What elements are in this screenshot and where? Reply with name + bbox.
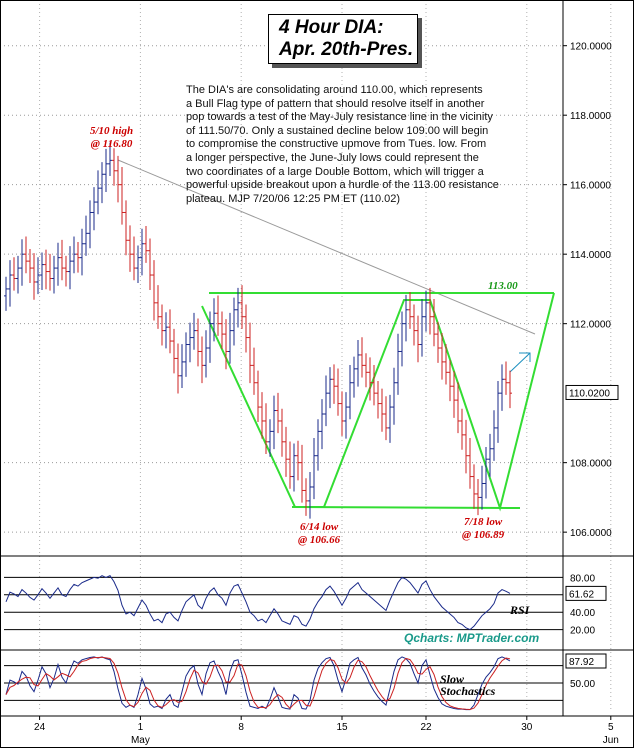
date-tick-label: 1 <box>138 722 144 733</box>
source-watermark: Qcharts: MPTrader.com <box>404 631 540 645</box>
price-candles <box>4 142 512 519</box>
rsi-tick-label: 40.00 <box>570 608 595 619</box>
price-tick-label: 116.0000 <box>570 181 611 192</box>
title-line-2: Apr. 20th-Pres. <box>279 39 414 60</box>
stochastics-label: Slow Stochastics <box>440 672 496 698</box>
high-annotation: 5/10 high @ 116.80 <box>90 125 134 150</box>
price-tick-label: 112.0000 <box>570 320 611 331</box>
resistance-annotation: 113.00 <box>488 280 518 292</box>
rsi-last-label: 61.62 <box>569 589 594 600</box>
rsi-tick-label: 20.00 <box>570 626 595 637</box>
date-tick-label: 8 <box>238 722 244 733</box>
stoch-k-line <box>5 656 511 711</box>
price-tick-label: 114.0000 <box>570 250 611 261</box>
date-tick-label: 5 <box>608 722 614 733</box>
stoch-tick-label: 50.00 <box>570 679 595 690</box>
stoch-d-line <box>5 656 511 710</box>
rsi-series-line <box>5 575 511 631</box>
price-tick-label: 118.0000 <box>570 111 611 122</box>
title-line-1: 4 Hour DIA: <box>279 17 384 38</box>
rsi-tick-label: 80.00 <box>570 573 595 584</box>
price-tick-label: 106.0000 <box>570 528 612 539</box>
double-bottom-w-pattern <box>201 292 555 512</box>
date-tick-label: 22 <box>420 722 432 733</box>
price-tick-label: 120.0000 <box>570 42 612 53</box>
date-tick-label: 15 <box>336 722 348 733</box>
stochastics-panel: 50.00 87.92 <box>4 653 607 711</box>
last-price-box <box>565 384 619 400</box>
rsi-panel: 80.00 40.00 20.00 61.62 <box>4 573 607 637</box>
analyst-commentary: The DIA's are consolidating around 110.0… <box>186 84 499 205</box>
pattern-lines <box>117 159 555 512</box>
chart-title: 4 Hour DIA: Apr. 20th-Pres. <box>268 14 418 64</box>
stoch-last-box <box>565 653 607 669</box>
date-tick-label: 30 <box>521 722 533 733</box>
projection-arrow-shaft <box>509 352 531 373</box>
rsi-label: RSI <box>510 603 530 617</box>
stoch-last-label: 87.92 <box>569 657 594 668</box>
last-price-label: 110.0200 <box>569 388 610 399</box>
projection-arrow-head <box>519 352 531 362</box>
month-label: Jun <box>603 735 619 746</box>
month-label: May <box>131 735 150 746</box>
support-line <box>291 506 521 509</box>
rsi-last-box <box>565 585 607 601</box>
june-low-annotation: 6/14 low @ 106.66 <box>298 521 341 546</box>
july-low-annotation: 7/18 low @ 106.89 <box>462 516 505 541</box>
date-tick-label: 24 <box>34 722 46 733</box>
price-tick-label: 108.0000 <box>570 459 612 470</box>
resistance-trendline <box>117 159 536 335</box>
